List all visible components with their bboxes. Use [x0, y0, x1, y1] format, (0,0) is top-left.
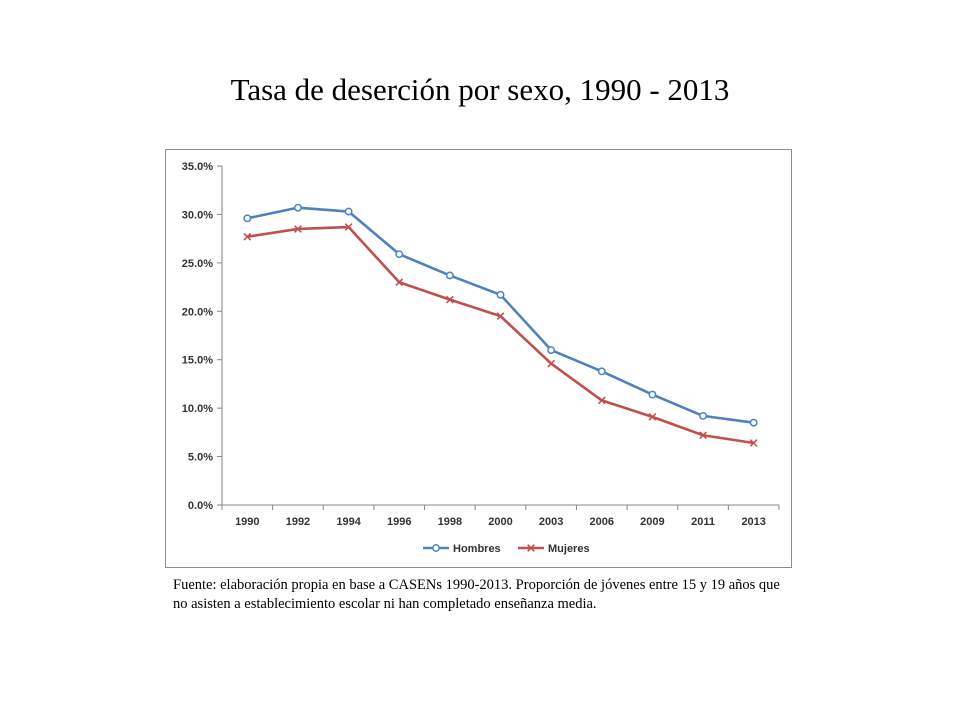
x-tick-label: 1994	[336, 516, 361, 528]
y-tick-label: 5.0%	[188, 452, 213, 464]
data-point-hombres	[699, 411, 707, 420]
y-tick-label: 30.0%	[182, 209, 213, 221]
x-tick-label: 1990	[235, 516, 259, 528]
x-tick-label: 1992	[286, 516, 310, 528]
y-tick-label: 15.0%	[182, 355, 213, 367]
data-point-mujeres	[547, 359, 556, 368]
data-point-hombres	[243, 214, 252, 223]
x-tick-label: 1996	[387, 516, 411, 528]
y-tick-label: 25.0%	[182, 258, 213, 270]
data-point-mujeres	[294, 225, 302, 233]
x-tick-label: 2003	[539, 516, 563, 528]
y-tick-label: 20.0%	[182, 306, 213, 318]
source-note: Fuente: elaboración propia en base a CAS…	[173, 577, 780, 612]
data-point-mujeres	[699, 431, 707, 440]
data-point-mujeres	[243, 232, 252, 241]
data-point-hombres	[749, 418, 758, 427]
data-point-hombres	[445, 271, 454, 280]
y-tick-label: 35.0%	[182, 161, 213, 173]
data-point-hombres	[648, 390, 657, 399]
data-point-hombres	[547, 346, 556, 354]
data-point-mujeres	[648, 412, 657, 421]
data-point-mujeres	[344, 223, 353, 231]
y-tick-label: 10.0%	[182, 403, 213, 415]
y-tick-label: 0.0%	[188, 500, 213, 512]
data-point-hombres	[597, 367, 606, 376]
data-point-hombres	[344, 207, 353, 216]
x-tick-label: 2011	[691, 516, 715, 528]
series-line-mujeres	[247, 225, 754, 445]
data-point-mujeres	[496, 312, 505, 320]
data-point-hombres	[294, 203, 302, 212]
line-chart: 0.0% 5.0% 10.0% 15.0% 20.0% 25.0% 30.0% 35.0% 19…	[182, 161, 780, 555]
slide-title: Tasa de deserción por sexo, 1990 - 2013	[230, 72, 730, 107]
data-point-mujeres	[749, 439, 758, 447]
data-point-mujeres	[395, 278, 404, 287]
legend-label-mujeres: Mujeres	[548, 543, 590, 555]
chart-container: 0.0% 5.0% 10.0% 15.0% 20.0% 25.0% 30.0% 35.0% 19…	[165, 149, 792, 568]
data-point-hombres	[395, 250, 404, 259]
x-tick-label: 2009	[640, 516, 664, 528]
legend-marker-hombres	[432, 544, 440, 552]
data-point-mujeres	[597, 396, 606, 405]
x-tick-label: 2013	[741, 516, 765, 528]
legend-label-hombres: Hombres	[453, 543, 501, 555]
x-tick-label: 1998	[438, 516, 462, 528]
data-point-hombres	[496, 290, 505, 299]
x-tick-label: 2006	[590, 516, 614, 528]
x-tick-label: 2000	[488, 516, 512, 528]
data-point-mujeres	[445, 295, 454, 304]
legend-marker-mujeres	[527, 544, 535, 552]
